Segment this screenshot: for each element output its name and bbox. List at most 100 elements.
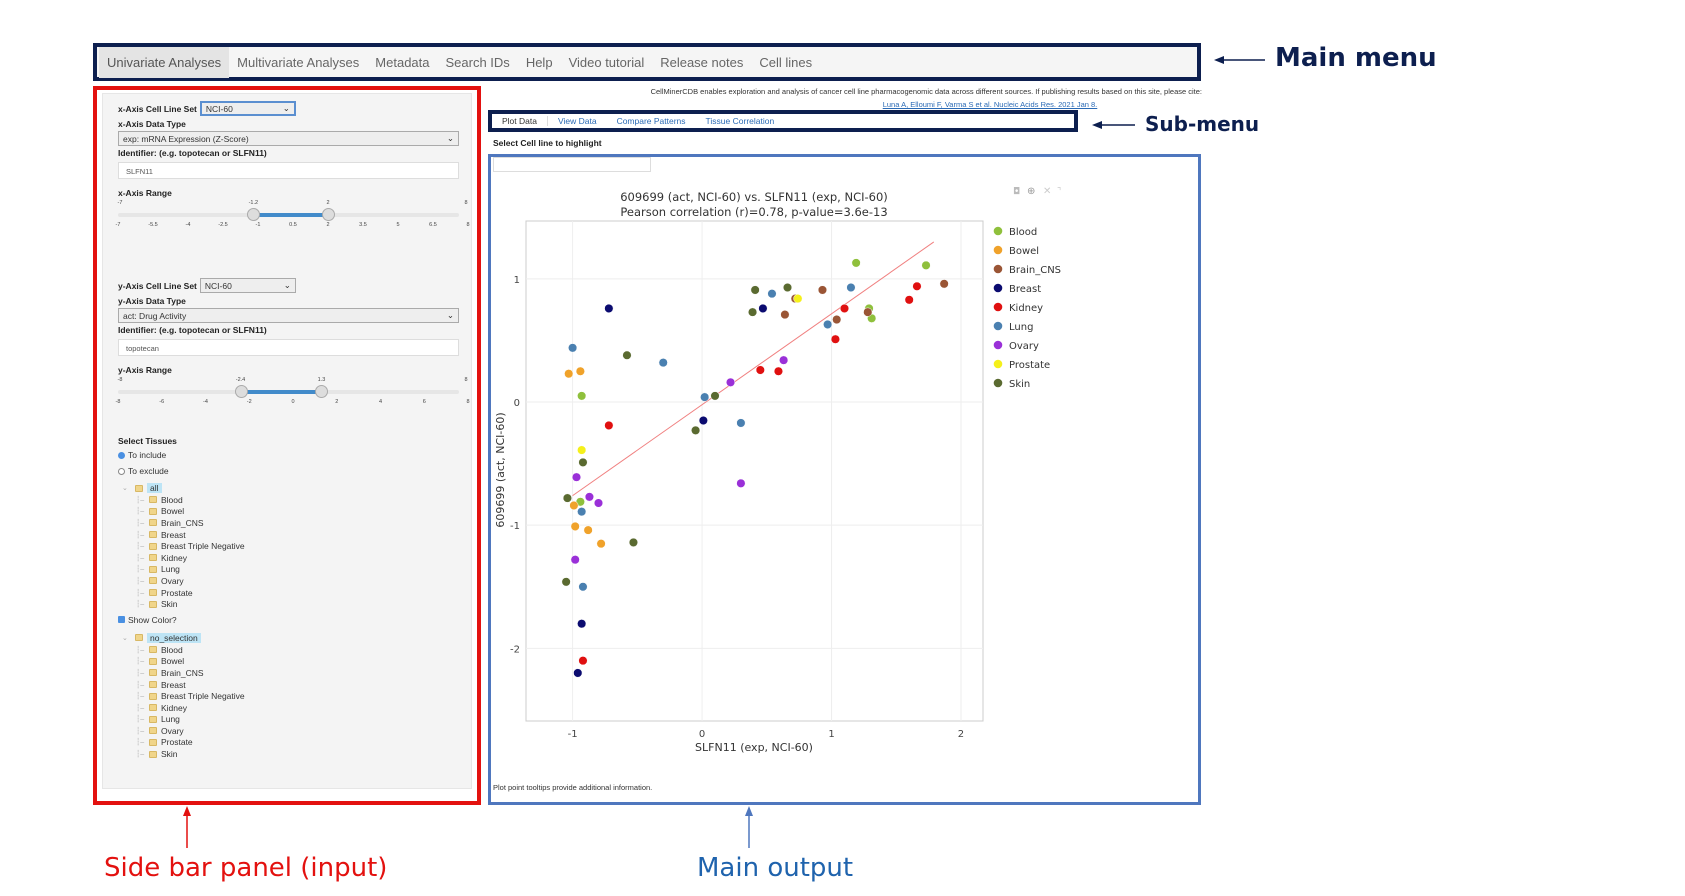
data-point-brain_cns[interactable] <box>780 310 790 320</box>
data-point-bowel[interactable] <box>596 539 606 549</box>
data-point-skin[interactable] <box>710 391 720 401</box>
data-point-ovary[interactable] <box>571 472 582 482</box>
checkbox-checked-icon[interactable] <box>118 616 125 624</box>
data-point-skin[interactable] <box>628 537 639 547</box>
data-point-breast[interactable] <box>573 668 583 678</box>
data-point-kidney[interactable] <box>578 656 588 666</box>
tree-root[interactable]: ⌄ no_selection <box>122 632 459 644</box>
x-identifier-input[interactable]: SLFN11 <box>118 162 459 179</box>
show-color-checkbox[interactable]: Show Color? <box>118 615 459 625</box>
legend-marker[interactable] <box>993 245 1003 255</box>
x-data-type-select[interactable]: exp: mRNA Expression (Z-Score) ⌄ <box>118 131 459 146</box>
data-point-lung[interactable] <box>736 418 746 428</box>
data-point-bowel[interactable] <box>575 366 585 376</box>
legend-label[interactable]: Skin <box>1009 379 1030 390</box>
slider-handle-low[interactable] <box>247 208 261 221</box>
data-point-ovary[interactable] <box>725 377 736 387</box>
data-point-lung[interactable] <box>578 582 588 592</box>
subtab-compare-patterns[interactable]: Compare Patterns <box>616 116 686 126</box>
tree-item[interactable]: ┆– Kidney <box>136 552 459 564</box>
tree-item[interactable]: ┆– Lung <box>136 564 459 576</box>
radio-unchecked-icon[interactable] <box>118 467 125 475</box>
data-point-kidney[interactable] <box>839 303 850 313</box>
data-point-skin[interactable] <box>750 285 760 295</box>
autoscale-icon[interactable]: ✕ <box>1043 186 1051 197</box>
tree-item[interactable]: ┆– Ovary <box>136 575 459 587</box>
data-point-skin[interactable] <box>622 350 632 360</box>
slider-handle-low[interactable] <box>234 385 248 398</box>
data-point-skin[interactable] <box>691 425 701 435</box>
legend-label[interactable]: Bowel <box>1009 246 1039 257</box>
legend-label[interactable]: Kidney <box>1009 303 1043 314</box>
tree-item[interactable]: ┆– Kidney <box>136 702 459 714</box>
data-point-ovary[interactable] <box>584 492 594 502</box>
y-cell-line-select[interactable]: NCI-60 ⌄ <box>199 278 296 293</box>
data-point-skin[interactable] <box>561 577 571 587</box>
data-point-kidney[interactable] <box>904 295 914 305</box>
data-point-skin[interactable] <box>782 282 793 293</box>
subtab-plot-data[interactable]: Plot Data <box>492 116 548 126</box>
slider-handle-high[interactable] <box>322 208 335 221</box>
legend-label[interactable]: Ovary <box>1009 341 1039 352</box>
tree-item[interactable]: ┆– Prostate <box>136 587 459 599</box>
data-point-brain_cns[interactable] <box>817 285 828 295</box>
tree-item[interactable]: ┆– Blood <box>136 494 459 506</box>
tab-multivariate-analyses[interactable]: Multivariate Analyses <box>237 54 360 70</box>
tab-release-notes[interactable]: Release notes <box>660 54 744 70</box>
data-point-breast[interactable] <box>758 303 768 313</box>
data-point-bowel[interactable] <box>564 369 574 379</box>
tree-item[interactable]: ┆– Ovary <box>136 725 459 737</box>
tree-item[interactable]: ┆– Bowel <box>136 506 459 518</box>
data-point-lung[interactable] <box>767 289 777 299</box>
data-point-lung[interactable] <box>568 343 578 353</box>
y-range-slider[interactable]: -8 8 -2.4 1.3 -8 -6 -4 -2 0 2 4 6 8 <box>116 377 470 411</box>
data-point-blood[interactable] <box>851 258 861 268</box>
data-point-ovary[interactable] <box>570 555 580 565</box>
data-point-brain_cns[interactable] <box>863 307 873 317</box>
radio-exclude[interactable]: To exclude <box>118 466 459 476</box>
data-point-bowel[interactable] <box>583 525 593 535</box>
highlight-cell-line-input[interactable] <box>493 157 651 172</box>
legend-label[interactable]: Prostate <box>1009 360 1050 371</box>
zoom-icon[interactable]: ⊕ <box>1027 186 1035 197</box>
radio-checked-icon[interactable] <box>118 451 125 459</box>
data-point-lung[interactable] <box>658 358 668 368</box>
tree-item[interactable]: ┆– Breast <box>136 529 459 541</box>
tab-search-ids[interactable]: Search IDs <box>445 54 510 70</box>
legend-label[interactable]: Brain_CNS <box>1009 265 1061 276</box>
reset-icon[interactable]: ⌝ <box>1057 187 1061 197</box>
tree-root[interactable]: ⌄ all <box>122 482 459 494</box>
tree-item[interactable]: ┆– Breast Triple Negative <box>136 540 459 552</box>
data-point-breast[interactable] <box>698 415 708 426</box>
slider-handle-high[interactable] <box>315 385 329 398</box>
legend-marker[interactable] <box>993 359 1003 369</box>
tab-cell-lines[interactable]: Cell lines <box>759 54 813 70</box>
tree-item[interactable]: ┆– Brain_CNS <box>136 517 459 529</box>
data-point-brain_cns[interactable] <box>939 279 949 289</box>
data-point-skin[interactable] <box>748 307 758 317</box>
data-point-blood[interactable] <box>921 260 931 270</box>
data-point-lung[interactable] <box>700 392 710 402</box>
tree-item[interactable]: ┆– Breast Triple Negative <box>136 690 459 702</box>
legend-marker[interactable] <box>993 302 1003 312</box>
tab-univariate-analyses[interactable]: Univariate Analyses <box>99 46 230 78</box>
data-point-ovary[interactable] <box>593 498 604 508</box>
data-point-lung[interactable] <box>577 507 587 517</box>
data-point-prostate[interactable] <box>577 445 587 455</box>
legend-marker[interactable] <box>993 378 1003 388</box>
radio-include[interactable]: To include <box>118 450 459 460</box>
legend-label[interactable]: Blood <box>1009 227 1037 238</box>
tree-item[interactable]: ┆– Brain_CNS <box>136 667 459 679</box>
x-range-slider[interactable]: -7 8 -1.2 2 -7 -5.5 -4 -2.5 -1 0.5 2 3.5 5 6.5 8 <box>116 200 470 234</box>
y-data-type-select[interactable]: act: Drug Activity ⌄ <box>118 308 459 323</box>
data-point-kidney[interactable] <box>604 420 614 430</box>
data-point-ovary[interactable] <box>736 478 746 488</box>
tree-item[interactable]: ┆– Breast <box>136 679 459 691</box>
legend-marker[interactable] <box>993 283 1003 293</box>
data-point-skin[interactable] <box>562 493 572 503</box>
data-point-brain_cns[interactable] <box>832 314 842 325</box>
data-point-breast[interactable] <box>604 303 614 313</box>
subtab-view-data[interactable]: View Data <box>557 116 597 126</box>
data-point-kidney[interactable] <box>912 281 922 291</box>
data-point-lung[interactable] <box>846 282 856 293</box>
